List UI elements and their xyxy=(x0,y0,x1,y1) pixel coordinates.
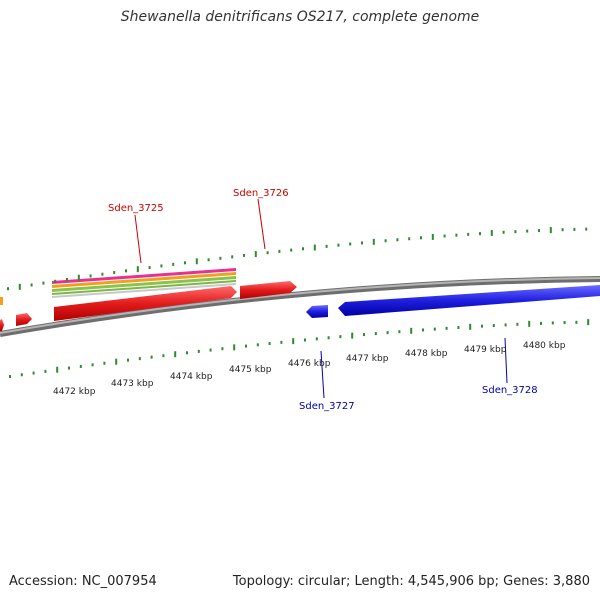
leader-line-sden-3725 xyxy=(134,214,142,264)
scale-label-4478: 4478 kbp xyxy=(405,349,448,359)
forward-gene-arrow xyxy=(16,313,32,326)
leader-line-sden-3727 xyxy=(320,350,325,399)
feature-track-5 xyxy=(52,283,236,298)
feature-track-stub xyxy=(0,297,3,305)
gene-label-sden-3727: Sden_3727 xyxy=(299,401,355,412)
feature-track-1 xyxy=(52,268,236,284)
gene-labels[interactable]: Sden_3725 Sden_3726 Sden_3727 Sden_3728 xyxy=(108,188,538,412)
forward-genes[interactable] xyxy=(0,281,297,331)
scale-label-4476: 4476 kbp xyxy=(288,359,331,369)
gene-sden-3726-arrow xyxy=(240,281,297,299)
gene-label-sden-3725: Sden_3725 xyxy=(108,203,164,214)
scale-label-4472: 4472 kbp xyxy=(53,387,96,397)
map-title: Shewanella denitrificans OS217, complete… xyxy=(120,9,480,25)
leader-line-sden-3726 xyxy=(257,198,266,250)
scale-ruler xyxy=(7,227,590,379)
scale-label-4474: 4474 kbp xyxy=(170,372,213,382)
scale-label-4477: 4477 kbp xyxy=(346,354,389,364)
genome-backbone xyxy=(0,276,600,337)
feature-tracks xyxy=(0,268,236,305)
gene-label-sden-3726: Sden_3726 xyxy=(233,188,289,199)
gene-leader-lines xyxy=(134,198,508,399)
scale-label-4479: 4479 kbp xyxy=(464,345,507,355)
feature-track-4 xyxy=(52,280,236,295)
gene-label-sden-3728: Sden_3728 xyxy=(482,385,538,396)
forward-gene-arrow xyxy=(0,319,4,331)
gene-sden-3728-arrow xyxy=(338,285,600,316)
feature-track-2 xyxy=(52,272,236,288)
gene-sden-3727-arrow xyxy=(306,305,328,318)
scale-label-4473: 4473 kbp xyxy=(111,379,154,389)
scale-label-4480: 4480 kbp xyxy=(523,341,566,351)
topology-summary: Topology: circular; Length: 4,545,906 bp… xyxy=(232,574,590,589)
gene-sden-3725-arrow xyxy=(54,286,237,321)
scale-label-4475: 4475 kbp xyxy=(229,365,272,375)
accession-text: Accession: NC_007954 xyxy=(9,574,157,589)
leader-line-sden-3728 xyxy=(504,337,508,384)
reverse-genes[interactable] xyxy=(306,285,600,318)
scale-labels: 4472 kbp 4473 kbp 4474 kbp 4475 kbp 4476… xyxy=(53,341,566,397)
feature-track-3 xyxy=(52,276,236,292)
